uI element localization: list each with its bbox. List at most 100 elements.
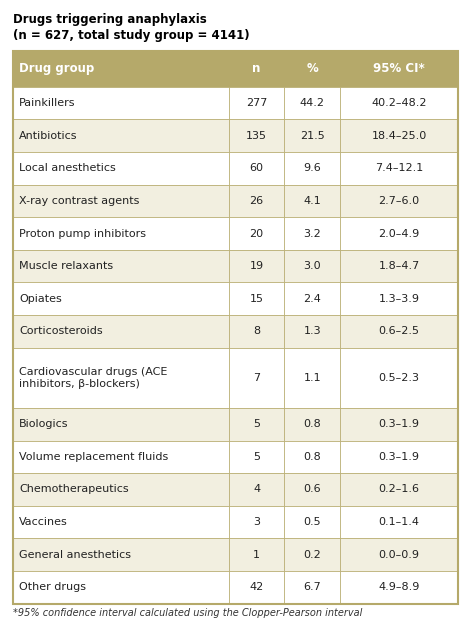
Text: 0.2: 0.2: [303, 550, 321, 560]
Text: 26: 26: [249, 196, 263, 206]
Bar: [229, 152, 285, 185]
Text: 2.4: 2.4: [303, 294, 321, 304]
Text: 4: 4: [253, 484, 260, 494]
Bar: [229, 217, 285, 250]
Text: 21.5: 21.5: [300, 131, 325, 141]
Text: 18.4–25.0: 18.4–25.0: [372, 131, 427, 141]
Text: 15: 15: [249, 294, 263, 304]
Bar: [340, 571, 458, 603]
Text: Volume replacement fluids: Volume replacement fluids: [19, 452, 168, 462]
Bar: [229, 119, 285, 152]
Text: 1: 1: [253, 550, 260, 560]
Bar: [13, 441, 229, 473]
Text: %: %: [307, 62, 318, 76]
Text: 0.5: 0.5: [303, 517, 321, 527]
Bar: [229, 473, 285, 505]
Bar: [229, 348, 285, 408]
Text: Muscle relaxants: Muscle relaxants: [19, 261, 113, 271]
Text: n: n: [252, 62, 261, 76]
Text: 0.8: 0.8: [303, 452, 321, 462]
Bar: [285, 185, 340, 217]
Text: 19: 19: [249, 261, 263, 271]
Bar: [285, 539, 340, 571]
Text: 1.3: 1.3: [303, 326, 321, 336]
Text: 8: 8: [253, 326, 260, 336]
Text: Antibiotics: Antibiotics: [19, 131, 78, 141]
Bar: [13, 408, 229, 441]
Text: 3: 3: [253, 517, 260, 527]
Bar: [229, 315, 285, 348]
Text: (n = 627, total study group = 4141): (n = 627, total study group = 4141): [13, 29, 249, 42]
Bar: [229, 51, 285, 87]
Text: 40.2–48.2: 40.2–48.2: [371, 98, 427, 108]
Bar: [229, 539, 285, 571]
Text: 6.7: 6.7: [303, 582, 321, 592]
Text: Drugs triggering anaphylaxis: Drugs triggering anaphylaxis: [13, 13, 207, 26]
Bar: [229, 408, 285, 441]
Bar: [13, 505, 229, 539]
Bar: [285, 473, 340, 505]
Bar: [229, 185, 285, 217]
Text: Opiates: Opiates: [19, 294, 62, 304]
Text: 0.1–1.4: 0.1–1.4: [379, 517, 419, 527]
Bar: [340, 505, 458, 539]
Bar: [13, 315, 229, 348]
Bar: [285, 217, 340, 250]
Bar: [13, 348, 229, 408]
Bar: [340, 217, 458, 250]
Bar: [285, 571, 340, 603]
Text: Local anesthetics: Local anesthetics: [19, 163, 116, 173]
Text: 1.1: 1.1: [303, 373, 321, 383]
Bar: [13, 217, 229, 250]
Bar: [229, 505, 285, 539]
Bar: [13, 152, 229, 185]
Text: 1.8–4.7: 1.8–4.7: [379, 261, 420, 271]
Bar: [285, 505, 340, 539]
Bar: [285, 441, 340, 473]
Text: General anesthetics: General anesthetics: [19, 550, 131, 560]
Bar: [340, 408, 458, 441]
Text: 95% CI*: 95% CI*: [373, 62, 425, 76]
Bar: [285, 408, 340, 441]
Bar: [229, 250, 285, 283]
Text: Chemotherapeutics: Chemotherapeutics: [19, 484, 129, 494]
Text: Biologics: Biologics: [19, 419, 68, 429]
Text: 5: 5: [253, 452, 260, 462]
Text: 2.0–4.9: 2.0–4.9: [379, 228, 420, 238]
Bar: [229, 87, 285, 119]
Text: Drug group: Drug group: [19, 62, 94, 76]
Bar: [340, 152, 458, 185]
Text: X-ray contrast agents: X-ray contrast agents: [19, 196, 139, 206]
Text: 0.0–0.9: 0.0–0.9: [379, 550, 419, 560]
Bar: [285, 315, 340, 348]
Text: Corticosteroids: Corticosteroids: [19, 326, 102, 336]
Bar: [340, 51, 458, 87]
Text: 7.4–12.1: 7.4–12.1: [375, 163, 423, 173]
Text: 42: 42: [249, 582, 264, 592]
Bar: [340, 441, 458, 473]
Text: 5: 5: [253, 419, 260, 429]
Text: 0.3–1.9: 0.3–1.9: [379, 452, 419, 462]
Bar: [285, 283, 340, 315]
Text: 60: 60: [249, 163, 263, 173]
Bar: [285, 119, 340, 152]
Bar: [13, 185, 229, 217]
Text: Proton pump inhibitors: Proton pump inhibitors: [19, 228, 146, 238]
Text: 0.3–1.9: 0.3–1.9: [379, 419, 419, 429]
Bar: [340, 348, 458, 408]
Text: 4.9–8.9: 4.9–8.9: [378, 582, 420, 592]
Text: 3.2: 3.2: [303, 228, 321, 238]
Bar: [340, 539, 458, 571]
Text: 1.3–3.9: 1.3–3.9: [379, 294, 419, 304]
Text: 277: 277: [246, 98, 267, 108]
Text: 0.2–1.6: 0.2–1.6: [379, 484, 419, 494]
Text: Painkillers: Painkillers: [19, 98, 75, 108]
Text: 20: 20: [249, 228, 263, 238]
Bar: [13, 51, 458, 603]
Bar: [285, 348, 340, 408]
Text: 0.5–2.3: 0.5–2.3: [379, 373, 419, 383]
Bar: [285, 51, 340, 87]
Text: Vaccines: Vaccines: [19, 517, 68, 527]
Bar: [285, 250, 340, 283]
Text: 7: 7: [253, 373, 260, 383]
